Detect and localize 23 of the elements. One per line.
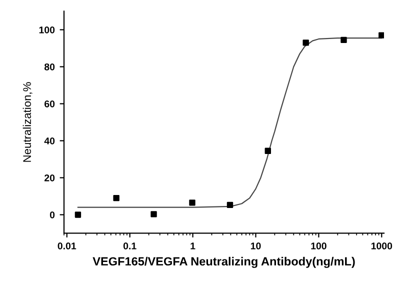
x-tick-label: 0.01 <box>58 242 76 250</box>
x-tick-label: 10 <box>250 242 261 250</box>
y-axis-title: Neutralization,% <box>22 82 32 162</box>
y-tick-label: 100 <box>39 26 55 34</box>
point <box>302 40 309 46</box>
point <box>189 200 196 206</box>
x-tick-label: 1 <box>190 242 196 250</box>
point <box>150 211 157 218</box>
y-tick-label: 40 <box>44 137 55 144</box>
point <box>74 212 82 218</box>
point <box>378 32 384 38</box>
x-axis-title: VEGF165/VEGFA Neutralizing Antibody(ng/mL) <box>92 256 355 268</box>
y-tick-label: 20 <box>44 174 55 182</box>
x-tick-label: 1000 <box>371 242 392 250</box>
x-tick-label: 0.1 <box>123 242 136 250</box>
y-tick-label: 80 <box>44 63 55 70</box>
point <box>264 148 271 154</box>
point <box>340 36 347 44</box>
x-tick-label: 100 <box>311 242 326 250</box>
point <box>226 202 234 208</box>
y-tick-label: 0 <box>50 211 55 218</box>
point <box>113 194 120 202</box>
y-tick-label: 60 <box>44 100 55 108</box>
